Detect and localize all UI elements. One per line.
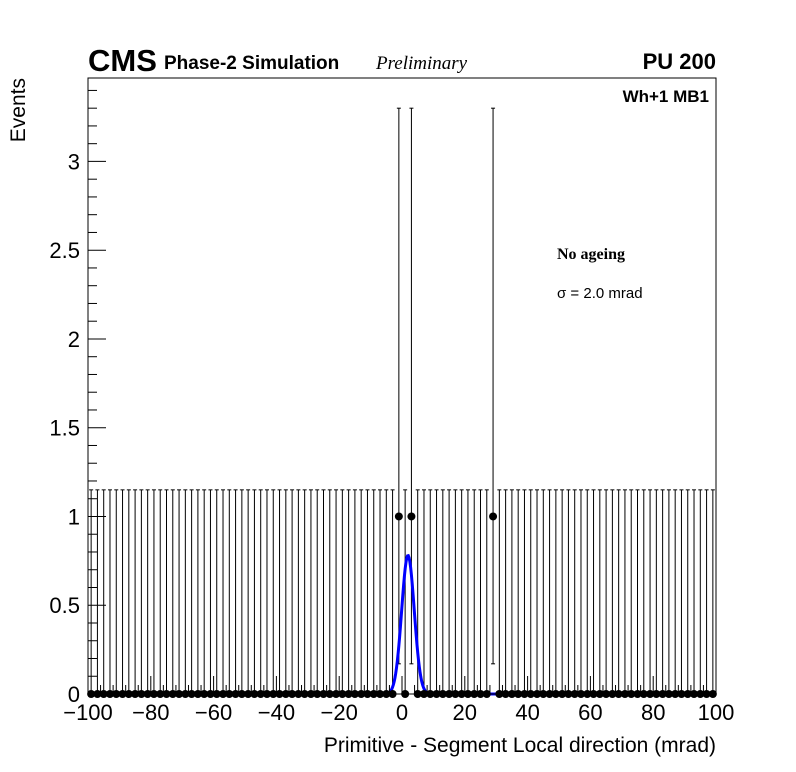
data-point [407, 512, 416, 521]
sigma-annotation: σ = 2.0 mrad [557, 285, 643, 302]
y-tick-label: 3 [68, 149, 80, 174]
pileup-label: PU 200 [643, 49, 716, 74]
x-tick-label: −60 [195, 700, 232, 725]
x-tick-label: −40 [258, 700, 295, 725]
x-tick-label: −80 [132, 700, 169, 725]
data-point [394, 512, 403, 521]
chart-title: Wh+1 MB1 [623, 87, 709, 106]
y-axis-label: Events [7, 78, 30, 142]
x-tick-label: 40 [515, 700, 539, 725]
y-tick-label: 2.5 [49, 238, 80, 263]
gaussian-fit-curve [88, 553, 716, 696]
simulation-label: Phase-2 Simulation [164, 53, 339, 74]
x-tick-label: 100 [698, 700, 735, 725]
x-tick-label: 60 [578, 700, 602, 725]
cms-label: CMS [88, 43, 157, 78]
x-axis-label: Primitive - Segment Local direction (mra… [324, 734, 716, 757]
y-tick-label: 1 [68, 504, 80, 529]
ageing-annotation: No ageing [557, 246, 625, 263]
y-tick-label: 2 [68, 327, 80, 352]
data-point [489, 512, 498, 521]
y-tick-label: 0 [68, 682, 80, 707]
x-tick-label: −100 [63, 700, 113, 725]
y-tick-label: 0.5 [49, 593, 80, 618]
x-tick-label: 20 [453, 700, 477, 725]
x-tick-label: 0 [396, 700, 408, 725]
x-tick-label: −20 [321, 700, 358, 725]
x-tick-label: 80 [641, 700, 665, 725]
y-tick-label: 1.5 [49, 416, 80, 441]
preliminary-label: Preliminary [375, 53, 468, 74]
